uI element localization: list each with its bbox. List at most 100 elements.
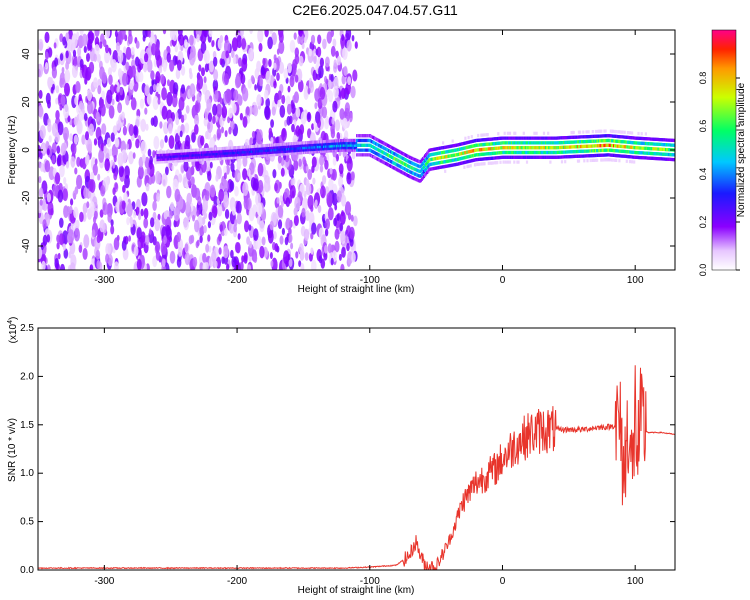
ridge-cell xyxy=(530,136,533,140)
noise-speckle xyxy=(326,31,332,44)
noise-speckle xyxy=(199,262,204,270)
noise-speckle xyxy=(330,45,336,57)
ridge-cell xyxy=(572,150,575,154)
noise-speckle xyxy=(94,30,100,38)
ridge-cell xyxy=(508,160,512,164)
ridge-cell xyxy=(623,130,626,134)
ridge-cell xyxy=(607,153,610,157)
noise-speckle xyxy=(270,119,274,128)
noise-speckle xyxy=(230,162,235,173)
ridge-cell xyxy=(508,131,512,135)
noise-speckle xyxy=(294,196,301,211)
noise-speckle xyxy=(208,30,213,38)
noise-speckle xyxy=(346,172,352,185)
ridge-cell xyxy=(641,146,644,150)
x-tick-label: -300 xyxy=(94,275,114,286)
noise-speckle xyxy=(183,113,187,121)
ridge-cell xyxy=(522,131,525,135)
ridge-cell xyxy=(239,145,242,150)
noise-speckle xyxy=(240,73,246,85)
ridge-cell xyxy=(624,154,627,158)
noise-speckle xyxy=(259,245,265,259)
ridge-cell xyxy=(178,154,181,158)
noise-speckle xyxy=(101,90,105,100)
noise-speckle xyxy=(341,246,346,258)
noise-speckle xyxy=(249,105,253,115)
noise-speckle xyxy=(276,197,280,204)
noise-speckle xyxy=(190,45,196,58)
ridge-cell xyxy=(161,155,164,159)
ridge-cell xyxy=(631,160,634,164)
noise-speckle xyxy=(79,58,84,69)
noise-speckle xyxy=(279,235,284,245)
noise-speckle xyxy=(194,187,201,201)
ridge-cell xyxy=(607,143,610,147)
noise-speckle xyxy=(203,225,207,234)
ridge-cell xyxy=(667,143,670,147)
ridge-cell xyxy=(229,146,232,150)
noise-speckle xyxy=(135,115,141,128)
noise-speckle xyxy=(189,34,194,46)
noise-speckle xyxy=(247,264,252,270)
spectrogram-cells xyxy=(38,30,675,270)
noise-speckle xyxy=(55,85,60,94)
noise-speckle xyxy=(299,124,305,135)
noise-speckle xyxy=(333,217,337,227)
noise-speckle xyxy=(152,211,157,221)
noise-speckle xyxy=(60,95,66,107)
noise-speckle xyxy=(99,66,105,80)
spectrogram-y-label: Frequency (Hz) xyxy=(7,116,18,185)
noise-speckle xyxy=(159,139,165,149)
noise-speckle xyxy=(52,83,55,91)
noise-speckle xyxy=(163,235,167,245)
ridge-cell xyxy=(607,138,610,143)
noise-speckle xyxy=(213,69,219,81)
noise-speckle xyxy=(287,62,292,74)
noise-speckle xyxy=(79,211,84,223)
y-tick-label: 2.0 xyxy=(20,371,34,382)
noise-speckle xyxy=(350,214,354,222)
ridge-cell xyxy=(520,136,523,140)
noise-speckle xyxy=(316,46,322,58)
noise-speckle xyxy=(196,92,202,103)
noise-speckle xyxy=(298,158,302,167)
y-tick-label: -20 xyxy=(21,190,32,205)
noise-speckle xyxy=(238,57,242,67)
ridge-cell xyxy=(542,131,546,135)
noise-speckle xyxy=(192,214,196,222)
ridge-cell xyxy=(547,155,550,159)
noise-speckle xyxy=(347,251,353,265)
noise-speckle xyxy=(319,188,323,195)
noise-speckle xyxy=(257,30,264,43)
ridge-cell xyxy=(633,155,636,159)
noise-speckle xyxy=(241,255,245,263)
noise-speckle xyxy=(104,30,111,39)
ridge-cell xyxy=(486,133,489,137)
noise-speckle xyxy=(199,225,205,237)
noise-speckle xyxy=(298,79,304,93)
noise-speckle xyxy=(89,179,96,193)
noise-speckle xyxy=(114,137,120,148)
ridge-cell xyxy=(520,146,523,150)
noise-speckle xyxy=(65,32,70,42)
ridge-cell xyxy=(598,144,601,148)
ridge-cell xyxy=(442,141,445,145)
noise-speckle xyxy=(311,123,315,131)
noise-speckle xyxy=(321,106,328,119)
noise-speckle xyxy=(218,247,222,255)
ridge-cell xyxy=(530,141,533,145)
noise-speckle xyxy=(293,32,297,40)
noise-speckle xyxy=(277,99,281,108)
ridge-cell xyxy=(187,158,190,162)
noise-speckle xyxy=(293,214,299,227)
noise-speckle xyxy=(46,192,52,203)
ridge-cell xyxy=(624,145,627,149)
noise-speckle xyxy=(256,202,263,216)
noise-speckle xyxy=(86,138,93,152)
y-tick-label: 40 xyxy=(21,48,32,60)
noise-speckle xyxy=(100,103,106,117)
noise-speckle xyxy=(110,219,114,227)
noise-speckle xyxy=(143,208,149,219)
ridge-cell xyxy=(547,146,550,150)
